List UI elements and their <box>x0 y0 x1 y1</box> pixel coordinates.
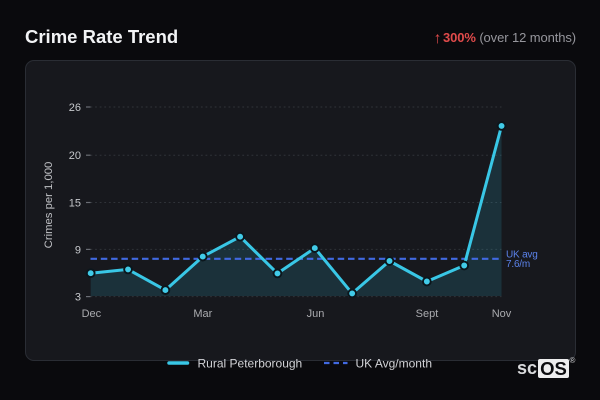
svg-text:Sept: Sept <box>416 308 439 320</box>
svg-text:UK avg: UK avg <box>506 250 538 261</box>
svg-text:Rural Peterborough: Rural Peterborough <box>198 357 303 371</box>
svg-text:Nov: Nov <box>492 308 512 320</box>
svg-text:Dec: Dec <box>82 308 102 320</box>
svg-text:Jun: Jun <box>307 308 325 320</box>
svg-text:26: 26 <box>69 102 81 114</box>
svg-text:Crimes per 1,000: Crimes per 1,000 <box>43 162 55 249</box>
svg-text:UK Avg/month: UK Avg/month <box>356 357 433 371</box>
svg-text:Mar: Mar <box>193 308 212 320</box>
svg-text:7.6/m: 7.6/m <box>506 259 530 270</box>
svg-text:9: 9 <box>75 244 81 256</box>
svg-text:3: 3 <box>75 292 81 304</box>
svg-text:15: 15 <box>69 198 81 210</box>
svg-text:20: 20 <box>69 150 81 162</box>
